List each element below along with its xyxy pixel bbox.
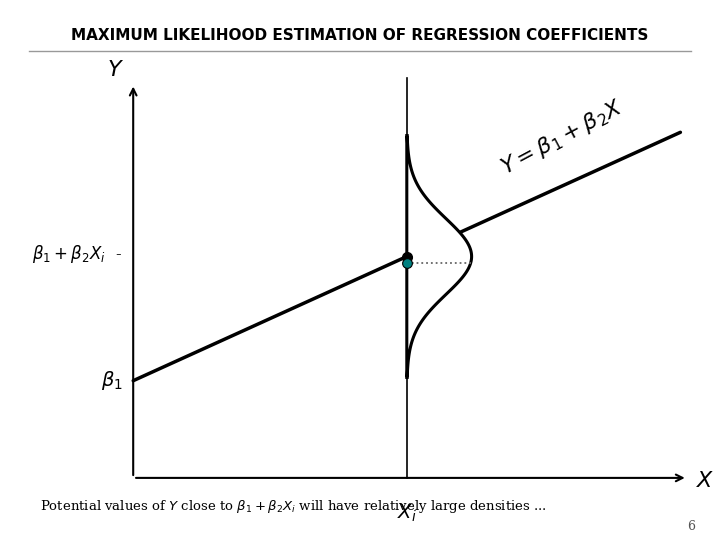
Text: $\beta_1 + \beta_2 X_i$  -: $\beta_1 + \beta_2 X_i$ - [32, 243, 122, 265]
Polygon shape [407, 136, 472, 377]
Text: $Y$: $Y$ [107, 59, 124, 81]
Text: MAXIMUM LIKELIHOOD ESTIMATION OF REGRESSION COEFFICIENTS: MAXIMUM LIKELIHOOD ESTIMATION OF REGRESS… [71, 28, 649, 43]
Text: 6: 6 [687, 520, 695, 533]
Text: $Y = \beta_1 + \beta_2 X$: $Y = \beta_1 + \beta_2 X$ [496, 96, 627, 180]
Text: $\beta_1$: $\beta_1$ [101, 369, 122, 392]
Text: Potential values of $Y$ close to $\beta_1 + \beta_2 X_i$ will have relatively la: Potential values of $Y$ close to $\beta_… [40, 498, 546, 515]
Text: $X_i$: $X_i$ [397, 502, 417, 523]
Text: $X$: $X$ [696, 470, 715, 491]
